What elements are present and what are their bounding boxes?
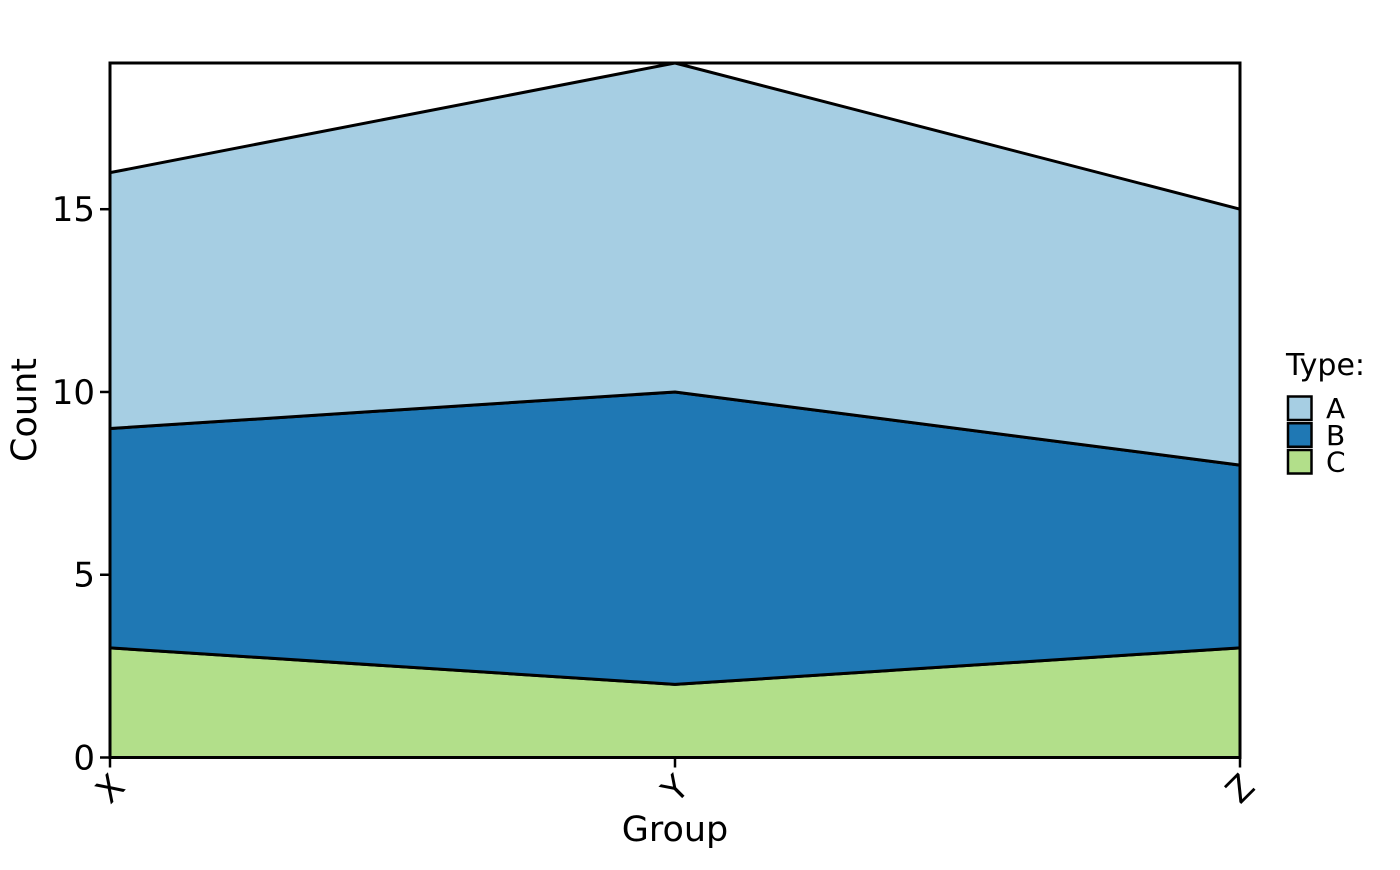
y-tick-label-10: 10 bbox=[52, 373, 95, 413]
legend-label-A: A bbox=[1326, 392, 1345, 425]
y-axis-title: Count bbox=[5, 358, 45, 462]
legend: Type: ABC bbox=[1285, 348, 1365, 479]
y-tick-label-15: 15 bbox=[52, 190, 95, 230]
x-axis-title: Group bbox=[622, 810, 729, 850]
x-tick-label-Z: Z bbox=[1218, 767, 1263, 812]
legend-items: ABC bbox=[1286, 392, 1346, 479]
y-tick-label-5: 5 bbox=[73, 556, 95, 596]
legend-title: Type: bbox=[1285, 348, 1365, 383]
plot-areas bbox=[108, 61, 1242, 759]
x-tick-label-Y: Y bbox=[653, 767, 697, 811]
legend-swatch-A bbox=[1286, 395, 1313, 422]
legend-label-B: B bbox=[1326, 419, 1345, 452]
y-tick-label-0: 0 bbox=[73, 738, 95, 778]
legend-swatch-C bbox=[1286, 448, 1313, 475]
legend-swatch-B bbox=[1286, 422, 1313, 448]
y-axis-ticks: 0 5 10 15 bbox=[52, 190, 110, 778]
legend-label-C: C bbox=[1326, 446, 1346, 479]
